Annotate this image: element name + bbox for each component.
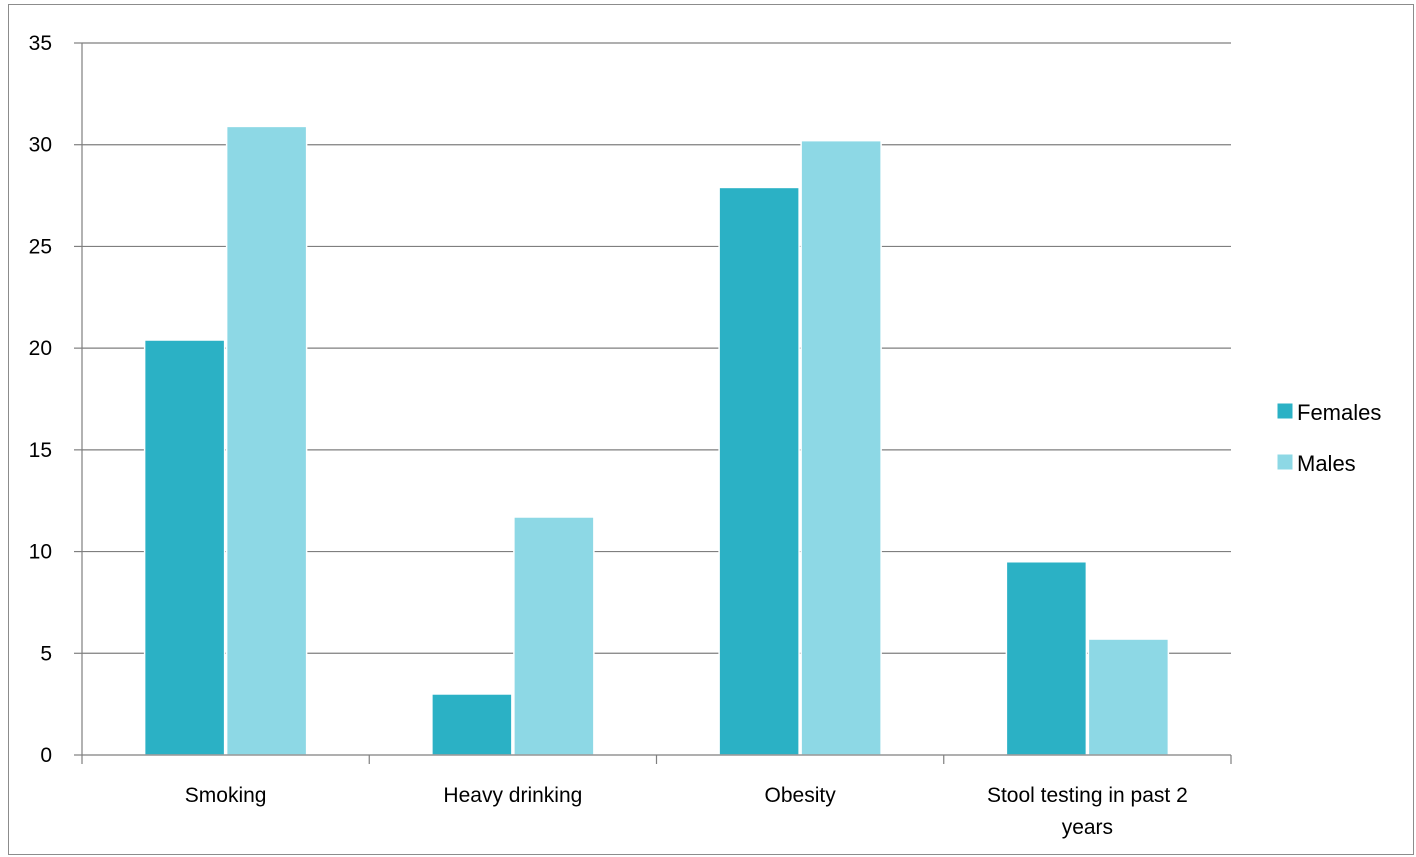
axes <box>74 42 1232 764</box>
x-tick-label: Stool testing in past 2 years <box>987 784 1188 839</box>
bar-males-2 <box>800 139 882 756</box>
chart-frame <box>8 4 1414 855</box>
bar-females-0 <box>143 339 226 756</box>
legend-label-males: Males <box>1297 451 1356 476</box>
bar-males-3 <box>1087 638 1170 756</box>
x-tick-label: Obesity <box>765 784 837 807</box>
y-tick-label: 15 <box>29 439 52 462</box>
bar-males-0 <box>225 125 308 756</box>
y-tick-label: 5 <box>40 642 52 665</box>
x-tick-labels: Smoking Heavy drinking Obesity Stool testin… <box>185 784 1188 839</box>
bar-females-1 <box>431 693 513 756</box>
y-tick-label: 0 <box>40 744 52 767</box>
y-tick-label: 30 <box>29 134 52 157</box>
bar-females-2 <box>718 186 800 756</box>
legend-label-females: Females <box>1297 400 1381 425</box>
x-tick-label: Heavy drinking <box>443 784 582 807</box>
x-tick-label: Smoking <box>185 784 267 807</box>
bars <box>143 125 1170 756</box>
y-tick-label: 10 <box>29 541 52 564</box>
legend-swatch-females <box>1276 402 1294 420</box>
legend-swatch-males <box>1276 453 1294 471</box>
y-tick-labels: 0 5 10 15 20 25 30 35 <box>29 32 52 767</box>
bar-males-1 <box>513 516 595 756</box>
bar-females-3 <box>1005 560 1088 756</box>
y-tick-label: 35 <box>29 32 52 55</box>
y-tick-label: 20 <box>29 337 52 360</box>
y-tick-label: 25 <box>29 235 52 258</box>
legend: Females Males <box>1276 400 1381 476</box>
